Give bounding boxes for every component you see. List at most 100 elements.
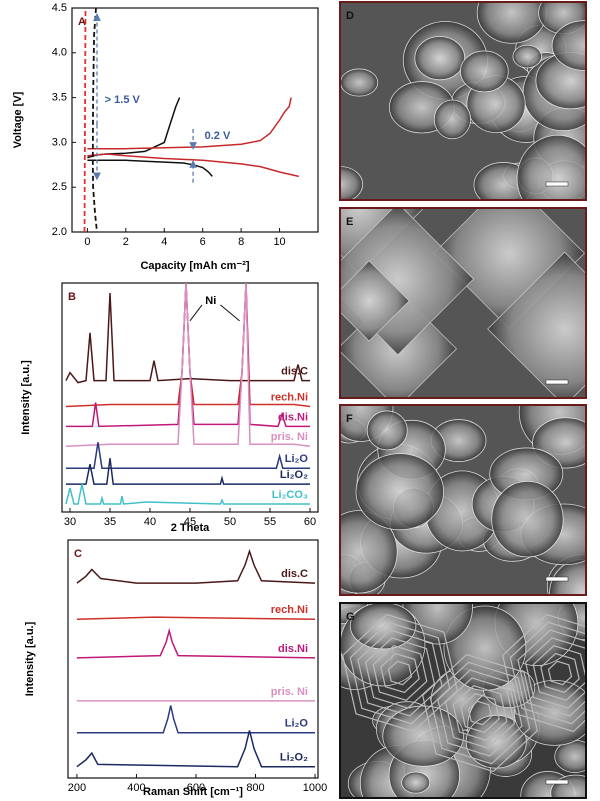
annotation: > 1.5 V <box>105 94 141 106</box>
platelet <box>532 645 586 701</box>
scale-bar <box>545 576 569 582</box>
sem-image <box>340 2 586 200</box>
x-tick-label: 50 <box>224 516 236 528</box>
series-label: Li₂O₂ <box>280 469 308 481</box>
grain <box>512 44 542 69</box>
plot-frame <box>67 539 319 779</box>
series-label: Li₂O <box>285 453 309 465</box>
series-line <box>65 283 311 408</box>
platelet <box>540 652 580 694</box>
platelet <box>467 700 493 726</box>
series-label: pris. Ni <box>271 431 308 443</box>
series-line <box>76 627 316 659</box>
x-axis-label: Raman Shift [cm⁻¹] <box>143 786 243 798</box>
y-tick-label: 3.5 <box>52 92 67 104</box>
x-tick-label: 1000 <box>303 782 327 794</box>
grain <box>340 603 368 625</box>
platelet <box>524 637 586 709</box>
grain <box>382 705 464 767</box>
annotation: Ni <box>205 295 216 307</box>
platelet <box>380 652 420 694</box>
platelet <box>357 629 443 717</box>
x-tick-label: 40 <box>144 516 156 528</box>
grain <box>460 50 509 93</box>
platelet <box>349 621 451 725</box>
x-tick-label: 800 <box>246 782 264 794</box>
platelet <box>422 653 538 773</box>
scale-bar <box>545 779 569 785</box>
panel-label: A <box>78 16 86 28</box>
series-label: rech.Ni <box>271 604 308 616</box>
x-tick-label: 8 <box>238 236 244 248</box>
series-line <box>66 442 310 469</box>
sem-image <box>340 405 586 595</box>
x-axis-label: 2 Theta <box>171 522 210 534</box>
x-tick-label: 2 <box>123 236 129 248</box>
platelet <box>547 660 573 686</box>
grain <box>340 510 398 594</box>
x-tick-label: 10 <box>273 236 285 248</box>
platelet <box>364 637 436 709</box>
series-line <box>65 483 310 505</box>
series-line <box>87 97 292 150</box>
y-axis-label: Intensity [a.u.] <box>20 360 32 435</box>
sem-image <box>340 603 586 798</box>
series-label: dis.C <box>281 568 308 580</box>
platelet <box>342 613 458 733</box>
grain <box>491 480 564 558</box>
series-group <box>76 548 316 768</box>
series-label: Li₂CO₃ <box>272 489 308 501</box>
panel-label: C <box>74 548 82 560</box>
scale-bar <box>545 379 569 385</box>
series-line <box>76 705 315 734</box>
pointer <box>189 304 203 322</box>
grain <box>433 99 471 140</box>
pointer <box>220 304 240 322</box>
platelet <box>502 613 586 733</box>
x-tick-label: 4 <box>161 236 167 248</box>
series-line <box>65 292 310 384</box>
crystal <box>487 251 586 398</box>
x-tick-label: 200 <box>68 782 86 794</box>
y-axis-label: Intensity [a.u.] <box>24 621 36 696</box>
platelet <box>452 685 508 741</box>
image-label: D <box>346 10 354 22</box>
image-label: F <box>346 413 353 425</box>
platelet <box>437 669 523 757</box>
y-tick-label: 3.0 <box>52 136 67 148</box>
series-line <box>76 548 316 584</box>
series-line <box>83 8 87 232</box>
platelet <box>460 692 500 734</box>
series-line <box>87 153 299 178</box>
platelet <box>387 660 413 686</box>
x-tick-label: 55 <box>264 516 276 528</box>
series-label: dis.C <box>281 365 308 377</box>
series-line <box>91 8 98 232</box>
platelet <box>509 621 586 725</box>
grain <box>349 603 417 650</box>
x-tick-label: 45 <box>184 516 196 528</box>
image-border <box>339 404 587 596</box>
y-tick-label: 4.5 <box>52 2 67 14</box>
y-tick-label: 2.5 <box>52 181 67 193</box>
series-label: dis.Ni <box>278 411 308 423</box>
platelet <box>372 645 428 701</box>
grain <box>340 68 379 97</box>
series-line <box>66 283 310 428</box>
scale-bar <box>545 181 569 187</box>
grain <box>355 453 445 531</box>
series-label: Li₂O₂ <box>280 752 308 764</box>
platelet <box>444 677 516 749</box>
series-group <box>83 8 299 232</box>
x-tick-label: 6 <box>200 236 206 248</box>
grain <box>366 410 408 451</box>
x-tick-label: 600 <box>187 782 205 794</box>
series-label: rech.Ni <box>271 391 308 403</box>
grain <box>401 771 431 794</box>
image-border <box>339 207 587 399</box>
plot-frame <box>71 7 319 233</box>
series-group <box>65 283 311 505</box>
series-label: dis.Ni <box>278 643 308 655</box>
series-line <box>76 730 315 768</box>
x-tick-label: 35 <box>104 516 116 528</box>
